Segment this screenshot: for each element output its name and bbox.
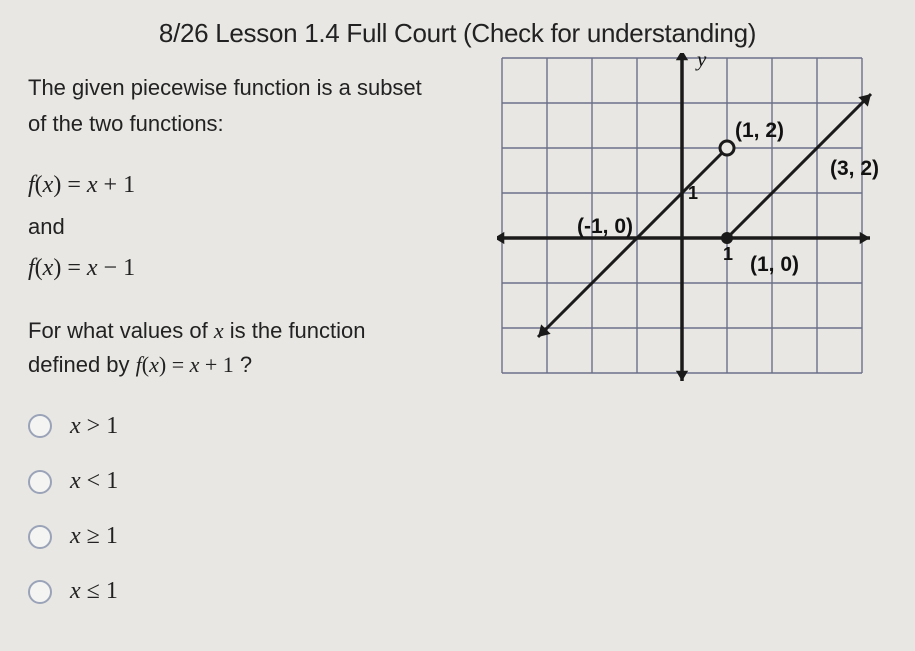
question-body: The given piecewise function is a subset…: [28, 71, 477, 611]
page-title: 8/26 Lesson 1.4 Full Court (Check for un…: [28, 18, 887, 49]
intro-line-2: of the two functions:: [28, 107, 477, 141]
svg-text:1: 1: [723, 244, 733, 264]
and-word: and: [28, 210, 477, 244]
question-line-2: defined by f(x) = x + 1 ?: [28, 348, 477, 382]
radio-icon: [28, 525, 52, 549]
option-d[interactable]: x ≤ 1: [28, 573, 477, 610]
y-axis-label: y: [697, 47, 706, 72]
option-a[interactable]: x > 1: [28, 408, 477, 445]
piecewise-graph: 11 y (1, 2) (3, 2) (-1, 0) (1, 0): [497, 53, 887, 383]
point-label-1-0: (1, 0): [750, 253, 799, 277]
point-label-3-2: (3, 2): [830, 157, 879, 181]
radio-icon: [28, 580, 52, 604]
radio-icon: [28, 414, 52, 438]
radio-icon: [28, 470, 52, 494]
equation-1: f(x) = x + 1: [28, 167, 477, 204]
option-b[interactable]: x < 1: [28, 463, 477, 500]
answer-options: x > 1 x < 1 x ≥ 1 x ≤ 1: [28, 408, 477, 611]
point-label-1-2: (1, 2): [735, 119, 784, 143]
intro-line-1: The given piecewise function is a subset: [28, 71, 477, 105]
equation-2: f(x) = x − 1: [28, 250, 477, 287]
option-c[interactable]: x ≥ 1: [28, 518, 477, 555]
point-label-neg1-0: (-1, 0): [577, 215, 633, 239]
question-line-1: For what values of x is the function: [28, 314, 477, 348]
graph-svg: 11: [497, 53, 887, 383]
